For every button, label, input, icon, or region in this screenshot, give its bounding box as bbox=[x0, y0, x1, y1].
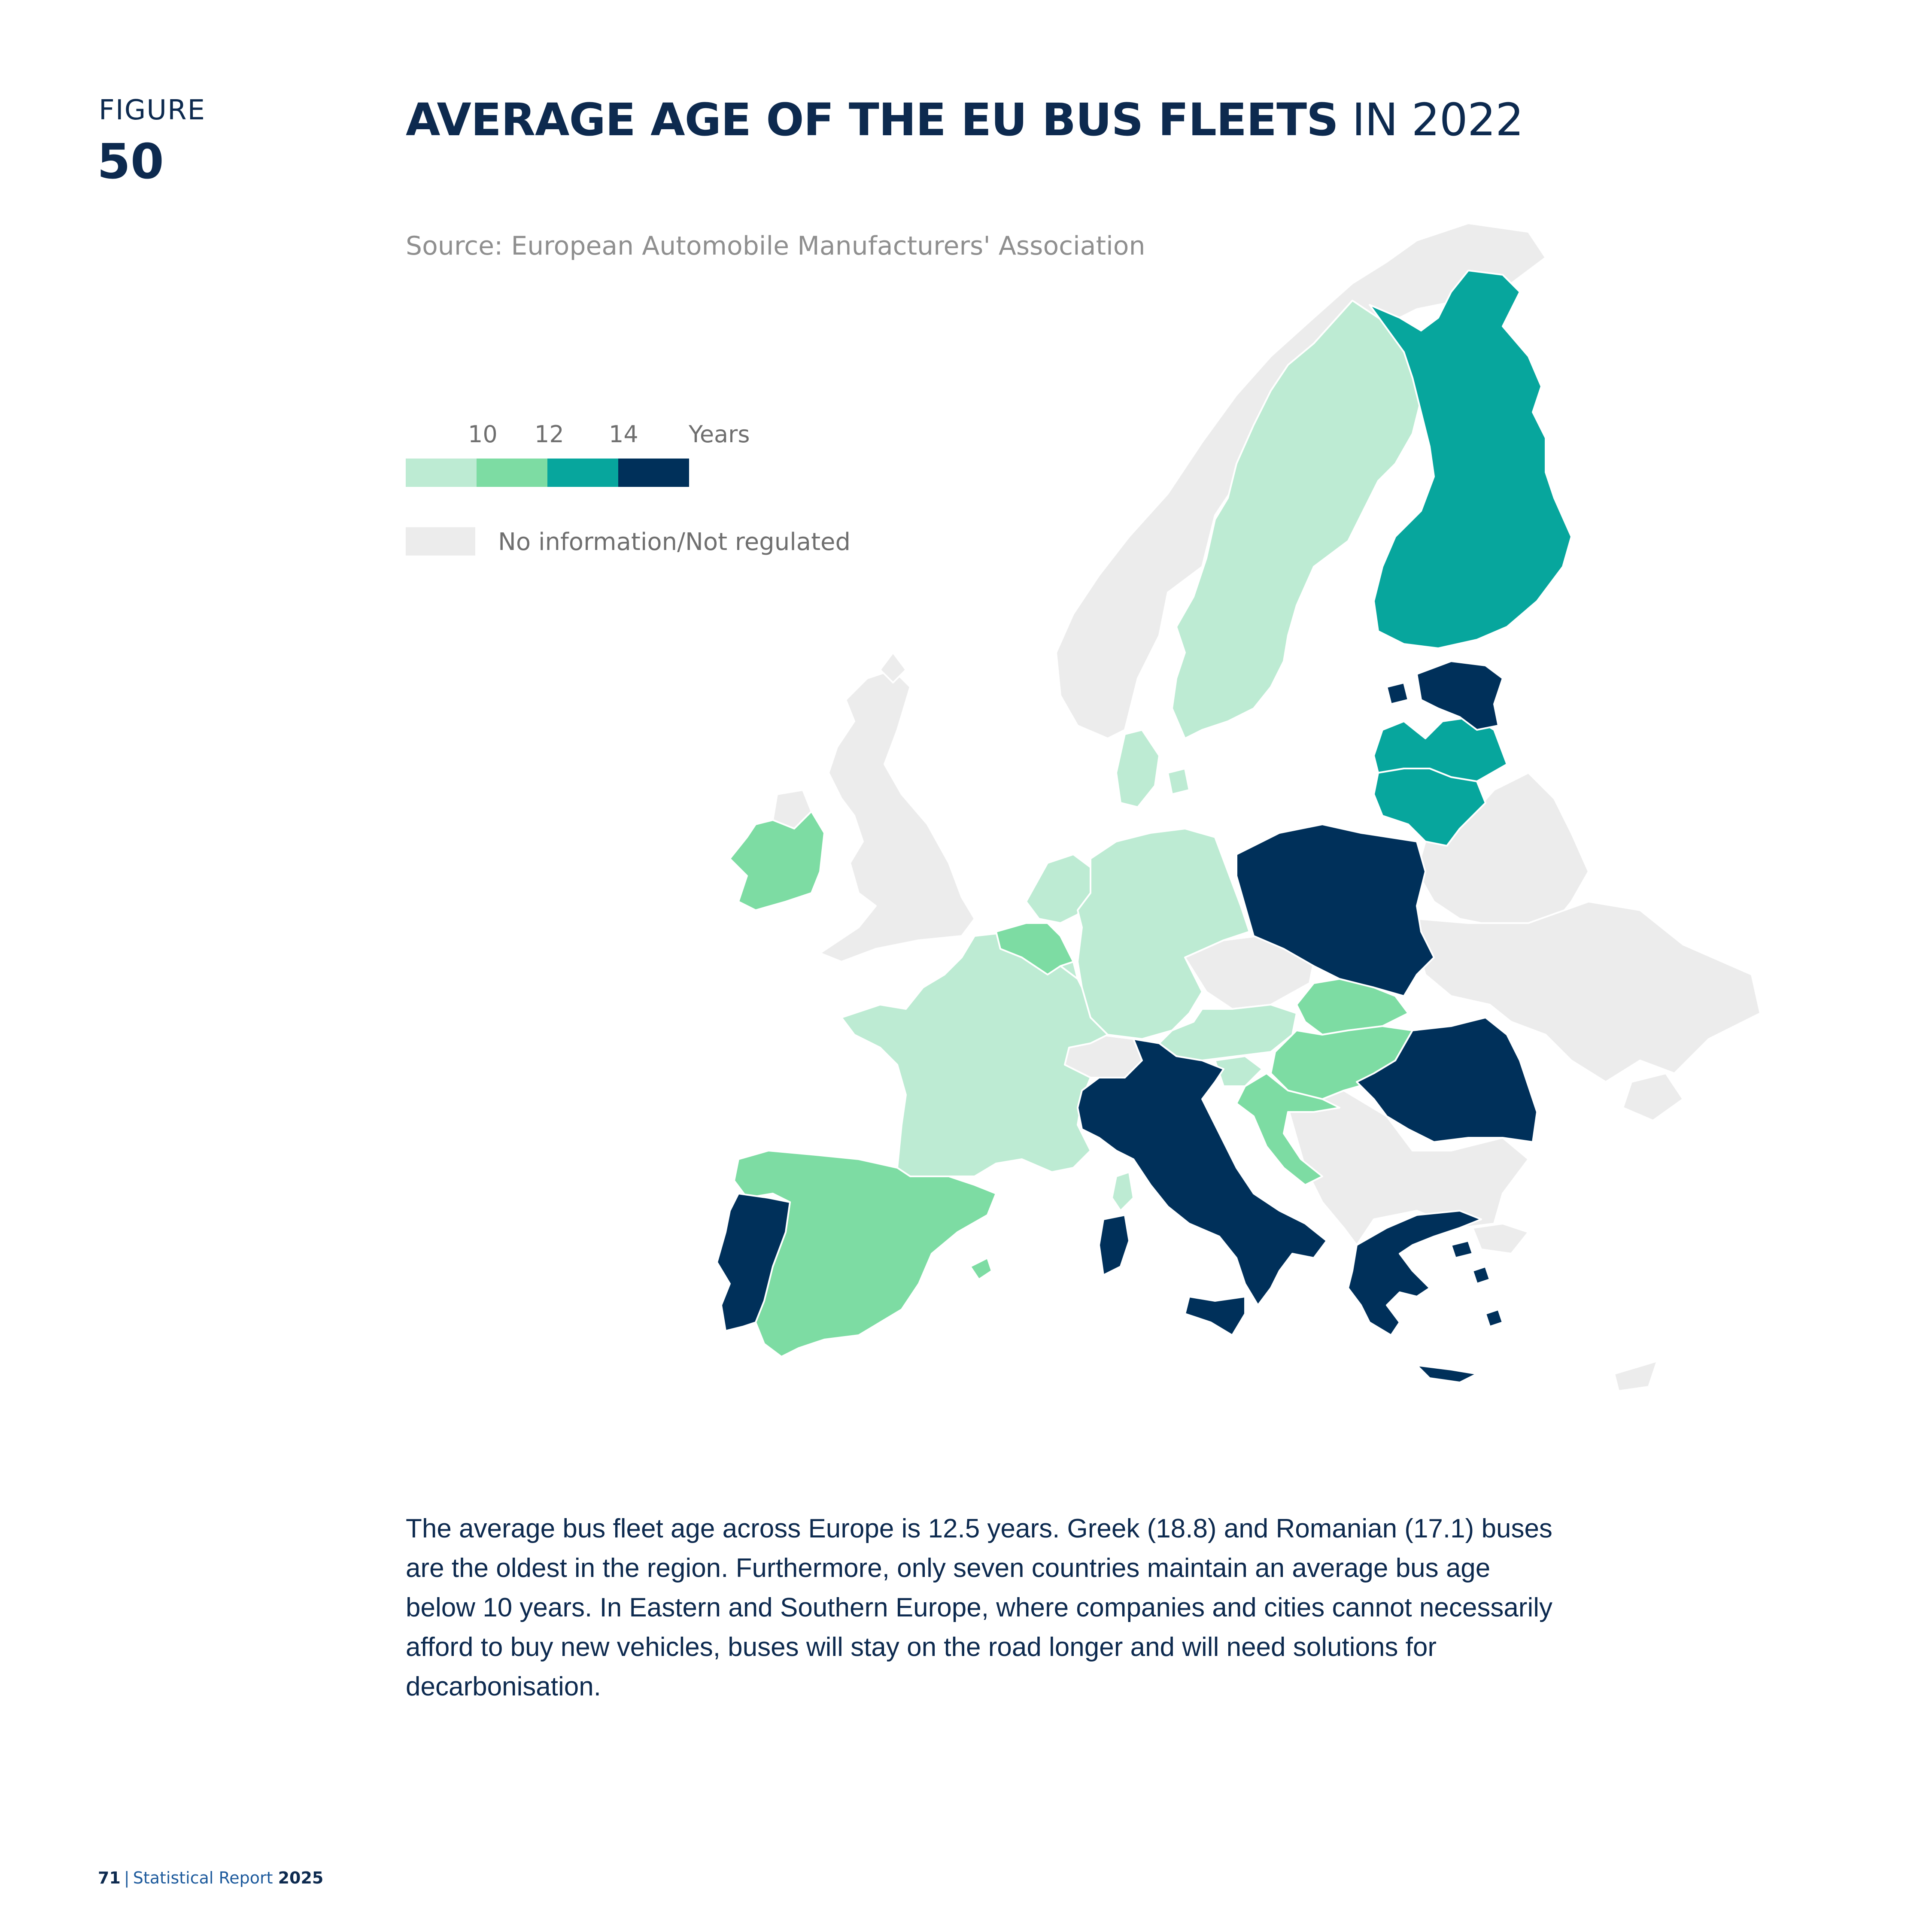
body-paragraph: The average bus fleet age across Europe … bbox=[406, 1514, 1552, 1701]
region-france bbox=[841, 931, 1109, 1177]
region-austria bbox=[1158, 1004, 1297, 1061]
page-number: 71 bbox=[98, 1868, 121, 1887]
legend-swatch bbox=[618, 459, 689, 487]
chart-title: AVERAGE AGE OF THE EU BUS FLEETS IN 2022 bbox=[406, 94, 1524, 146]
region-portugal bbox=[716, 1193, 791, 1332]
title-bold: AVERAGE AGE OF THE EU BUS FLEETS bbox=[406, 94, 1339, 146]
region-slovenia bbox=[1214, 1055, 1263, 1087]
region-netherlands bbox=[1025, 854, 1091, 924]
legend-tick: 14 bbox=[609, 421, 638, 448]
region-croatia bbox=[1236, 1072, 1340, 1186]
region-romania bbox=[1356, 1017, 1538, 1143]
region-belgium bbox=[995, 922, 1074, 975]
region-poland bbox=[1236, 823, 1435, 997]
region-czechia bbox=[1184, 935, 1315, 1010]
region-united-kingdom bbox=[819, 669, 975, 963]
region-ireland bbox=[729, 811, 825, 911]
region-cyprus bbox=[1613, 1360, 1658, 1392]
report-year: 2025 bbox=[278, 1868, 324, 1887]
legend-swatch bbox=[477, 459, 547, 487]
region-estonia bbox=[1386, 660, 1504, 731]
legend-na-label: No information/Not regulated bbox=[498, 528, 851, 556]
region-lithuania bbox=[1373, 768, 1486, 847]
region-crimea bbox=[1622, 1072, 1684, 1121]
region-germany bbox=[1077, 828, 1250, 1040]
legend-unit: Years bbox=[689, 421, 750, 448]
legend-swatch bbox=[406, 459, 477, 487]
legend-tick: 12 bbox=[535, 421, 564, 448]
figure-label: FIGURE bbox=[99, 94, 206, 126]
region-greece bbox=[1347, 1210, 1504, 1383]
legend-swatch bbox=[547, 459, 618, 487]
region-finland bbox=[1369, 270, 1572, 649]
legend-na-swatch bbox=[406, 527, 475, 556]
region-ukraine bbox=[1416, 901, 1761, 1083]
footer-separator: | bbox=[124, 1868, 130, 1887]
region-belarus-russia bbox=[1416, 772, 1589, 928]
region-corsica bbox=[1111, 1171, 1134, 1212]
region-turkey-europe bbox=[1472, 1223, 1529, 1255]
legend-tick: 10 bbox=[468, 421, 498, 448]
figure-number: 50 bbox=[97, 134, 164, 190]
region-italy bbox=[1077, 1038, 1327, 1336]
page-footer: 71 | Statistical Report 2025 bbox=[98, 1868, 323, 1887]
source-note: Source: European Automobile Manufacturer… bbox=[406, 231, 1145, 261]
region-sweden bbox=[1171, 300, 1422, 739]
region-iceland-faroe bbox=[879, 652, 907, 683]
region-denmark bbox=[1115, 729, 1190, 808]
report-name: Statistical Report bbox=[133, 1868, 273, 1887]
title-light: IN 2022 bbox=[1338, 94, 1524, 146]
